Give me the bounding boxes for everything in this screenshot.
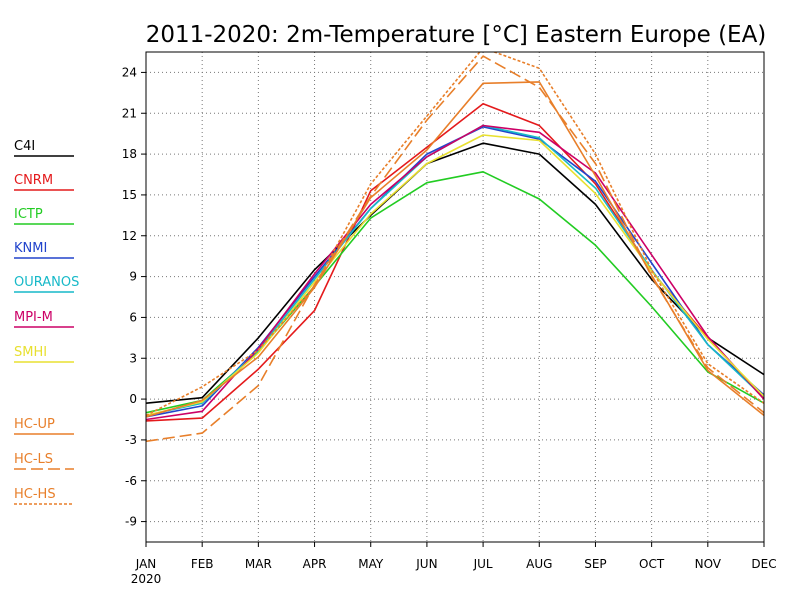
x-tick-label: FEB — [191, 557, 214, 571]
legend-label-hc-up: HC-UP — [14, 417, 55, 432]
y-tick-label: 24 — [122, 65, 137, 79]
x-tick-label: MAR — [245, 557, 272, 571]
x-tick-label: MAY — [358, 557, 384, 571]
x-tick-label: JUN — [415, 557, 437, 571]
y-tick-label: 6 — [129, 310, 137, 324]
y-tick-label: 9 — [129, 270, 137, 284]
legend-label-ictp: ICTP — [14, 207, 43, 222]
y-tick-label: 15 — [122, 188, 137, 202]
legend-label-ouranos: OURANOS — [14, 275, 79, 290]
x-tick-label: JAN — [135, 557, 157, 571]
x-tick-label: DEC — [751, 557, 776, 571]
legend-label-hc-hs: HC-HS — [14, 487, 56, 502]
series-line-cnrm — [146, 102, 764, 422]
x-tick-label: AUG — [526, 557, 552, 571]
x-tick-label: NOV — [695, 557, 722, 571]
y-tick-label: 21 — [122, 106, 137, 120]
series-line-hc-up — [146, 81, 764, 418]
legend-label-smhi: SMHI — [14, 345, 47, 360]
y-tick-label: -3 — [125, 433, 137, 447]
x-tick-label: SEP — [584, 557, 606, 571]
x-tick-label: OCT — [639, 557, 665, 571]
x-axis-year-label: 2020 — [131, 572, 162, 586]
series-line-knmi — [146, 126, 764, 418]
y-tick-label: 0 — [129, 392, 137, 406]
y-tick-label: 18 — [122, 147, 137, 161]
legend-label-cnrm: CNRM — [14, 173, 53, 188]
chart-title: 2011-2020: 2m-Temperature [°C] Eastern E… — [146, 22, 767, 48]
series-line-c4i — [146, 142, 764, 404]
axes: -9 -6 -3 0 3 6 9 12 15 18 21 24 JAN FEB MAR APR MAY JUN JU… — [122, 65, 777, 571]
series-line-mpi-m — [146, 124, 764, 421]
legend-label-mpi-m: MPI-M — [14, 310, 53, 325]
y-tick-label: 12 — [122, 229, 137, 243]
x-tick-label: JUL — [473, 557, 493, 571]
legend-label-knmi: KNMI — [14, 241, 47, 256]
series-line-hc-hs — [146, 52, 764, 417]
legend-label-hc-ls: HC-LS — [14, 452, 53, 467]
y-tick-label: 3 — [129, 351, 137, 365]
legend-label-c4i: C4I — [14, 139, 35, 154]
x-tick-label: APR — [303, 557, 327, 571]
series-line-hc-ls — [146, 55, 764, 443]
legend: C4I CNRM ICTP KNMI OURANOS MPI-M SMHI HC-UP HC-L… — [14, 139, 79, 505]
series-line-smhi — [146, 134, 764, 417]
y-tick-label: -9 — [125, 515, 137, 529]
plot-frame — [145, 51, 765, 543]
y-tick-label: -6 — [125, 474, 137, 488]
series-lines — [146, 52, 764, 443]
